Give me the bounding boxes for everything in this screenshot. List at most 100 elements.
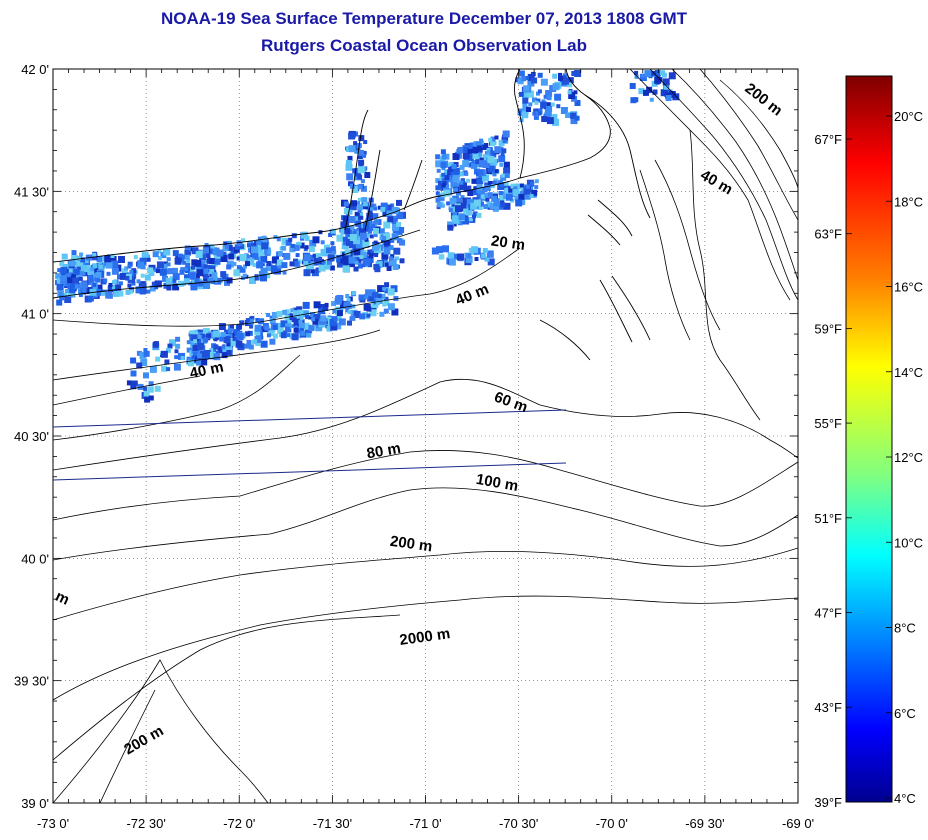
sst-pixel bbox=[113, 290, 120, 297]
sst-pixel bbox=[72, 283, 78, 289]
sst-pixel bbox=[305, 263, 313, 271]
sst-pixel bbox=[499, 182, 504, 187]
sst-pixel bbox=[351, 186, 359, 193]
sst-pixel bbox=[166, 285, 172, 291]
sst-pixel bbox=[353, 141, 358, 146]
sst-pixel bbox=[281, 245, 287, 251]
sst-pixel bbox=[482, 154, 490, 162]
sst-pixel bbox=[98, 264, 104, 270]
sst-pixel bbox=[554, 93, 562, 101]
sst-pixel bbox=[139, 288, 146, 295]
sst-pixel bbox=[399, 239, 406, 246]
sst-pixel bbox=[206, 333, 212, 339]
sst-pixel bbox=[336, 310, 343, 317]
sst-pixel bbox=[382, 302, 387, 307]
sst-pixel bbox=[534, 100, 539, 105]
sst-pixel bbox=[562, 77, 569, 85]
sst-pixel bbox=[357, 263, 363, 269]
sst-pixel bbox=[225, 343, 232, 351]
sst-pixel bbox=[175, 336, 181, 342]
sst-pixel bbox=[110, 254, 115, 258]
sst-pixel bbox=[202, 328, 210, 335]
sst-pixel bbox=[634, 70, 639, 75]
sst-pixel bbox=[461, 203, 467, 209]
sst-pixel bbox=[57, 284, 64, 291]
sst-pixel bbox=[351, 200, 357, 207]
sst-pixel bbox=[348, 181, 353, 187]
y-tick-label: 42 0' bbox=[21, 62, 49, 77]
sst-pixel bbox=[174, 349, 179, 354]
sst-pixel bbox=[333, 317, 338, 322]
sst-pixel bbox=[282, 270, 287, 275]
sst-pixel bbox=[222, 348, 228, 353]
sst-pixel bbox=[197, 335, 202, 339]
sst-pixel bbox=[668, 91, 676, 98]
sst-pixel bbox=[458, 171, 464, 177]
sst-pixel bbox=[451, 164, 457, 169]
sst-pixel bbox=[363, 140, 368, 144]
sst-pixel bbox=[359, 255, 364, 260]
sst-pixel bbox=[96, 256, 103, 263]
sst-pixel bbox=[515, 183, 522, 190]
sst-pixel bbox=[136, 279, 141, 284]
sst-pixel bbox=[329, 319, 337, 326]
sst-pixel bbox=[349, 183, 355, 189]
sst-pixel bbox=[129, 289, 134, 294]
sst-pixel bbox=[209, 348, 214, 352]
sst-pixel bbox=[527, 73, 535, 81]
sst-pixel bbox=[80, 262, 86, 268]
sst-pixel bbox=[458, 214, 465, 221]
sst-pixel bbox=[440, 149, 446, 155]
sst-pixel bbox=[355, 241, 363, 249]
sst-pixel bbox=[245, 331, 250, 337]
sst-pixel bbox=[452, 167, 460, 175]
sst-pixel bbox=[330, 323, 338, 331]
sst-pixel bbox=[293, 318, 300, 325]
sst-pixel bbox=[335, 315, 342, 321]
sst-pixel bbox=[663, 84, 669, 90]
sst-pixel bbox=[130, 357, 137, 364]
sst-pixel bbox=[254, 329, 261, 336]
sst-pixel bbox=[175, 343, 181, 349]
sst-pixel bbox=[364, 295, 369, 300]
sst-pixel bbox=[267, 250, 272, 255]
sst-pixel bbox=[529, 194, 534, 198]
sst-pixel bbox=[95, 277, 101, 283]
sst-pixel bbox=[654, 70, 661, 76]
sst-pixel bbox=[574, 100, 581, 106]
sst-pixel bbox=[239, 254, 247, 261]
sst-pixel bbox=[281, 262, 288, 269]
sst-pixel bbox=[362, 240, 370, 248]
sst-pixel bbox=[276, 259, 283, 266]
sst-pixel bbox=[191, 247, 199, 255]
sst-pixel bbox=[522, 105, 529, 112]
sst-pixel bbox=[346, 236, 351, 241]
sst-pixel bbox=[440, 192, 446, 198]
sst-pixel bbox=[493, 200, 500, 207]
sst-pixel bbox=[346, 239, 353, 246]
sst-pixel bbox=[254, 336, 262, 343]
sst-pixel bbox=[272, 256, 279, 264]
sst-pixel bbox=[85, 287, 93, 295]
sst-pixel bbox=[130, 383, 137, 390]
sst-pixel bbox=[435, 185, 441, 191]
sst-pixel bbox=[373, 240, 378, 245]
sst-pixel bbox=[210, 276, 218, 284]
sst-pixel bbox=[61, 253, 68, 260]
sst-pixel bbox=[345, 159, 352, 166]
sst-pixel bbox=[119, 272, 127, 280]
sst-pixel bbox=[157, 249, 162, 254]
sst-pixel bbox=[220, 331, 226, 337]
sst-pixel bbox=[513, 186, 518, 191]
sst-pixel bbox=[305, 315, 310, 320]
sst-pixel bbox=[68, 259, 76, 267]
sst-pixel bbox=[358, 211, 363, 217]
sst-pixel bbox=[96, 284, 103, 291]
sst-pixel bbox=[334, 322, 342, 330]
sst-pixel bbox=[537, 89, 542, 94]
sst-pixel bbox=[464, 171, 469, 176]
sst-pixel bbox=[466, 178, 471, 183]
sst-pixel bbox=[476, 177, 484, 185]
sst-pixel bbox=[435, 154, 441, 160]
sst-pixel bbox=[272, 324, 278, 330]
